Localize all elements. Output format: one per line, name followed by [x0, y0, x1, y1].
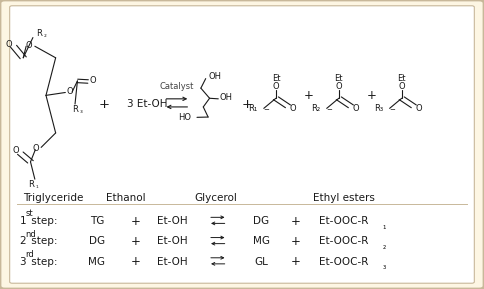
Text: O: O: [335, 82, 342, 91]
Text: DG: DG: [253, 216, 270, 226]
Text: +: +: [290, 215, 300, 227]
Text: 3 Et-OH: 3 Et-OH: [127, 99, 167, 109]
Text: R: R: [36, 29, 42, 38]
Text: O: O: [272, 82, 279, 91]
Text: +: +: [290, 235, 300, 248]
Text: −: −: [389, 108, 395, 113]
Text: st: st: [26, 209, 33, 218]
Text: O: O: [33, 144, 40, 153]
Text: ₂: ₂: [382, 242, 386, 251]
Text: +: +: [290, 255, 300, 268]
Text: Et-OOC-R: Et-OOC-R: [319, 216, 369, 226]
Text: ₁: ₁: [36, 184, 39, 189]
Text: DG: DG: [89, 236, 105, 246]
Text: O: O: [398, 82, 405, 91]
Text: 1: 1: [19, 216, 26, 226]
Text: O: O: [415, 104, 422, 113]
Text: TG: TG: [90, 216, 104, 226]
Text: Et-OH: Et-OH: [156, 216, 187, 226]
Text: ₂: ₂: [44, 32, 46, 38]
Text: O: O: [289, 104, 296, 113]
Text: +: +: [367, 89, 377, 102]
Text: step:: step:: [28, 216, 58, 226]
Text: MG: MG: [253, 236, 270, 246]
Text: Et-OH: Et-OH: [156, 257, 187, 266]
Text: step:: step:: [28, 236, 58, 246]
FancyBboxPatch shape: [10, 6, 474, 283]
Text: Et-OOC-R: Et-OOC-R: [319, 236, 369, 246]
Text: rd: rd: [26, 250, 34, 259]
Text: +: +: [131, 255, 140, 268]
Text: Et: Et: [334, 73, 343, 83]
Text: +: +: [99, 98, 109, 110]
Text: +: +: [303, 89, 313, 102]
Text: O: O: [90, 76, 96, 86]
Text: R₃: R₃: [374, 104, 383, 113]
Text: ₃: ₃: [80, 108, 83, 114]
Text: OH: OH: [208, 72, 221, 81]
Text: nd: nd: [26, 229, 36, 239]
Text: R: R: [28, 180, 34, 189]
Text: 3: 3: [19, 257, 26, 266]
Text: Glycerol: Glycerol: [194, 193, 237, 203]
Text: O: O: [67, 87, 74, 96]
Text: Et-OOC-R: Et-OOC-R: [319, 257, 369, 266]
Text: 2: 2: [19, 236, 26, 246]
Text: Et: Et: [397, 73, 406, 83]
Text: O: O: [26, 41, 32, 50]
Text: R₁: R₁: [248, 104, 257, 113]
Text: −: −: [263, 108, 269, 113]
Text: O: O: [12, 146, 19, 155]
Text: step:: step:: [28, 257, 58, 266]
Text: GL: GL: [255, 257, 268, 266]
Text: Catalyst: Catalyst: [159, 82, 194, 91]
Text: ₃: ₃: [382, 262, 386, 271]
Text: R₂: R₂: [311, 104, 320, 113]
Text: MG: MG: [88, 257, 106, 266]
Text: Et-OH: Et-OH: [156, 236, 187, 246]
Text: Ethyl esters: Ethyl esters: [313, 193, 375, 203]
Text: Ethanol: Ethanol: [106, 193, 146, 203]
Text: R: R: [72, 105, 78, 114]
Text: −: −: [326, 108, 332, 113]
Text: OH: OH: [219, 93, 232, 102]
Text: O: O: [5, 40, 12, 49]
Text: Triglyceride: Triglyceride: [23, 193, 83, 203]
Text: Et: Et: [272, 73, 280, 83]
Text: +: +: [131, 235, 140, 248]
Text: ₁: ₁: [382, 222, 386, 231]
Text: +: +: [131, 215, 140, 227]
Text: O: O: [352, 104, 359, 113]
Text: +: +: [242, 98, 252, 110]
Text: HO: HO: [178, 113, 191, 123]
